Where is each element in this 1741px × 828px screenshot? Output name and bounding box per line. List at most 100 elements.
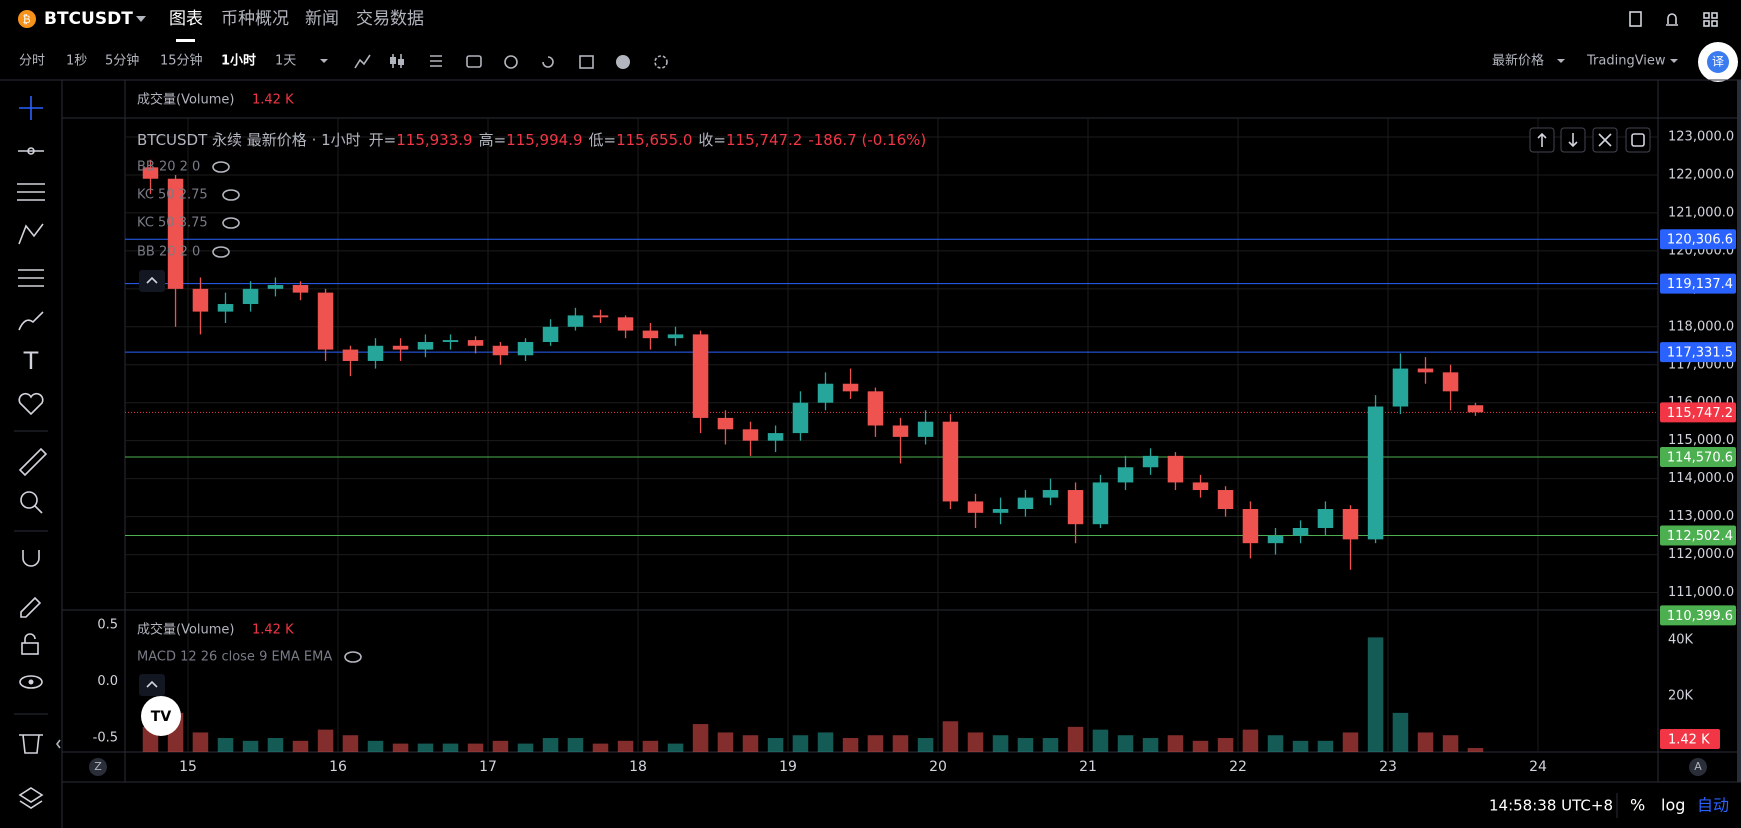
icon-indicators[interactable] (354, 54, 371, 69)
candle-body (1467, 405, 1484, 413)
chart-button[interactable] (1625, 127, 1651, 153)
icon-grid (1711, 20, 1718, 27)
legend-value: 115,994.9 (506, 131, 582, 149)
hide-icon[interactable] (222, 217, 240, 229)
percent-button[interactable]: % (1630, 796, 1645, 815)
collapse[interactable] (56, 739, 61, 749)
icon-layout[interactable] (430, 55, 442, 67)
volume-bar (1342, 732, 1359, 752)
caret (1670, 59, 1678, 63)
tool-lock-draw[interactable] (20, 596, 42, 618)
volume-bar (692, 724, 709, 752)
volume-bar (817, 732, 834, 752)
hide-icon[interactable] (212, 246, 230, 258)
tool-hide (28, 679, 34, 685)
y-tick-label: 122,000.0 (1668, 167, 1734, 182)
coin-glyph: ₿ (23, 13, 31, 26)
tool-layers[interactable] (18, 787, 44, 809)
tool-ruler[interactable] (18, 447, 48, 477)
chart-buttons (1529, 127, 1651, 153)
tool-forecast[interactable] (18, 269, 44, 287)
collapse-button[interactable] (139, 270, 165, 292)
candle-body (792, 402, 809, 434)
volume-bar (192, 732, 209, 752)
tool-lock[interactable] (21, 642, 39, 655)
tool-brush[interactable] (18, 311, 44, 331)
y-tick-label: 0.5 (97, 618, 118, 633)
price-badge-label: 120,306.6 (1667, 233, 1733, 248)
interval-caret[interactable] (320, 59, 328, 63)
price-type[interactable]: 最新价格 (1492, 53, 1544, 69)
icon-replay[interactable] (542, 56, 554, 68)
tab[interactable]: 图表 (169, 9, 203, 29)
tool-hide[interactable] (19, 675, 43, 689)
interval[interactable]: 15分钟 (160, 53, 203, 69)
candle-body (517, 341, 534, 356)
volume-bar (267, 738, 284, 752)
tab[interactable]: 交易数据 (356, 9, 424, 29)
interval[interactable]: 分时 (19, 54, 45, 69)
candle-body (667, 334, 684, 339)
x-tick-label: 21 (1079, 759, 1097, 775)
volume-bar (542, 738, 559, 752)
icon-alarm[interactable] (504, 55, 518, 69)
collapse-button[interactable] (139, 674, 165, 696)
corner-button[interactable] (1689, 758, 1707, 776)
icon-grid[interactable] (1703, 12, 1710, 19)
symbol[interactable]: BTCUSDT (44, 9, 133, 29)
tool-favorites[interactable] (18, 392, 44, 416)
candle-body (367, 345, 384, 361)
tool-lock (24, 633, 36, 643)
caret (1557, 59, 1565, 63)
hide-icon[interactable] (212, 161, 230, 173)
volume-bar (717, 732, 734, 752)
interval-selected[interactable]: 1小时 (221, 53, 256, 69)
hide-icon[interactable] (222, 189, 240, 201)
interval[interactable]: 5分钟 (105, 53, 139, 69)
log-button[interactable]: log (1661, 796, 1685, 815)
tool-magnet[interactable] (22, 550, 40, 567)
translate-label: 译 (1712, 55, 1724, 69)
tv-logo[interactable] (141, 696, 181, 736)
scrollbar[interactable] (1737, 80, 1741, 782)
tool-text[interactable]: T (23, 347, 39, 375)
hide-icon[interactable] (344, 651, 362, 663)
price-badge-label: 119,137.4 (1667, 277, 1733, 292)
auto-button[interactable]: 自动 (1697, 796, 1729, 815)
sidebar: T (14, 96, 61, 809)
candle-body (1042, 490, 1059, 498)
tool-pattern[interactable] (18, 223, 44, 245)
price-badge (1660, 402, 1736, 423)
tool-fib[interactable] (17, 183, 45, 201)
volume-bar (317, 729, 334, 752)
volume-bar (1142, 738, 1159, 752)
volume-bar (642, 740, 659, 752)
candle-body (867, 391, 884, 426)
view-select[interactable]: TradingView (1586, 54, 1666, 69)
candle-body (442, 340, 459, 342)
tab[interactable]: 新闻 (305, 9, 339, 29)
tab[interactable]: 币种概况 (221, 9, 289, 29)
icon-settings[interactable] (654, 55, 668, 69)
tool-zoom[interactable] (20, 491, 38, 509)
candle-body (642, 330, 659, 339)
legend-label: 收= (698, 131, 726, 149)
corner-button[interactable] (89, 758, 107, 776)
icon-calendar[interactable] (579, 55, 594, 69)
interval[interactable]: 1天 (275, 54, 296, 69)
symbol-caret[interactable] (136, 16, 146, 22)
icon-bell[interactable] (1666, 13, 1678, 26)
translate-icon (1707, 51, 1729, 73)
volume-bar (1042, 738, 1059, 752)
tool-crosshair[interactable] (19, 96, 43, 120)
icon-camera[interactable] (466, 55, 482, 68)
volume-bar (1017, 738, 1034, 752)
indicator: BB 20 2 0 (137, 160, 200, 175)
tool-delete[interactable] (19, 734, 43, 754)
corner-label: Z (94, 760, 102, 773)
interval[interactable]: 1秒 (66, 54, 87, 69)
y-tick-label: 0.0 (97, 674, 118, 689)
icon-add[interactable] (616, 55, 630, 69)
icon-doc[interactable] (1629, 11, 1642, 27)
candle-body (1192, 482, 1209, 491)
